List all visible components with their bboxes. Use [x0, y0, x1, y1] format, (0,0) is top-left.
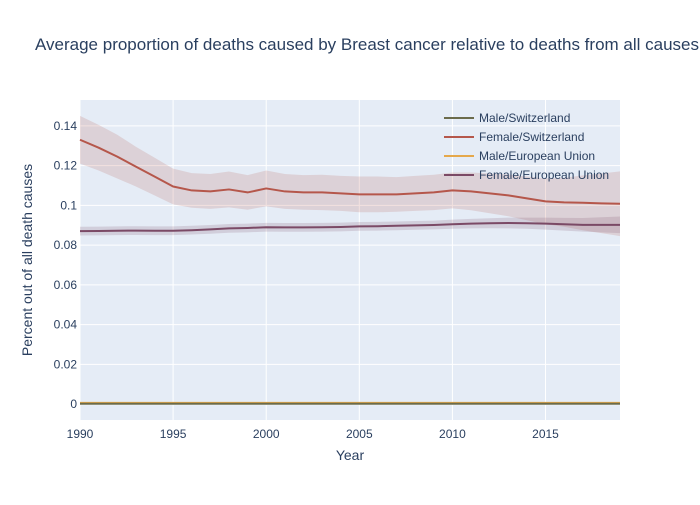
- y-tick-label: 0.14: [54, 119, 78, 133]
- legend-item[interactable]: Female/Switzerland: [444, 130, 584, 144]
- y-tick-label: 0.1: [60, 198, 77, 212]
- legend-label: Female/Switzerland: [479, 130, 584, 144]
- legend-label: Male/European Union: [479, 149, 595, 163]
- legend-label: Male/Switzerland: [479, 111, 570, 125]
- y-axis-title: Percent out of all death causes: [19, 164, 35, 356]
- y-tick-label: 0.06: [54, 278, 78, 292]
- chart-title: Average proportion of deaths caused by B…: [35, 35, 699, 54]
- y-tick-label: 0.04: [54, 318, 78, 332]
- confidence-band-2: [80, 115, 620, 237]
- series-line-4[interactable]: [79, 222, 620, 233]
- legend-item[interactable]: Male/European Union: [444, 149, 595, 163]
- legend-label: Female/European Union: [479, 168, 609, 182]
- x-axis-title: Year: [336, 447, 365, 463]
- tick-labels: 1990 1995 2000 2005 2010 2015 0 0.02 0.04 0.06 0.0…: [54, 119, 560, 441]
- legend-item[interactable]: Male/Switzerland: [444, 111, 570, 125]
- plot-area: [80, 100, 620, 420]
- x-tick-label: 2005: [346, 427, 373, 441]
- y-tick-label: 0: [70, 397, 77, 411]
- x-tick-label: 1995: [160, 427, 187, 441]
- x-tick-label: 2000: [253, 427, 280, 441]
- series-lines: [79, 138, 621, 405]
- y-tick-label: 0.02: [54, 357, 78, 371]
- x-tick-label: 2010: [439, 427, 466, 441]
- legend-item[interactable]: Female/European Union: [444, 168, 609, 182]
- x-tick-label: 1990: [67, 427, 94, 441]
- legend[interactable]: Male/Switzerland Female/Switzerland Male/E…: [444, 111, 609, 182]
- series-line-2[interactable]: [79, 138, 621, 205]
- y-tick-label: 0.12: [54, 159, 78, 173]
- x-tick-label: 2015: [532, 427, 559, 441]
- y-tick-label: 0.08: [54, 238, 78, 252]
